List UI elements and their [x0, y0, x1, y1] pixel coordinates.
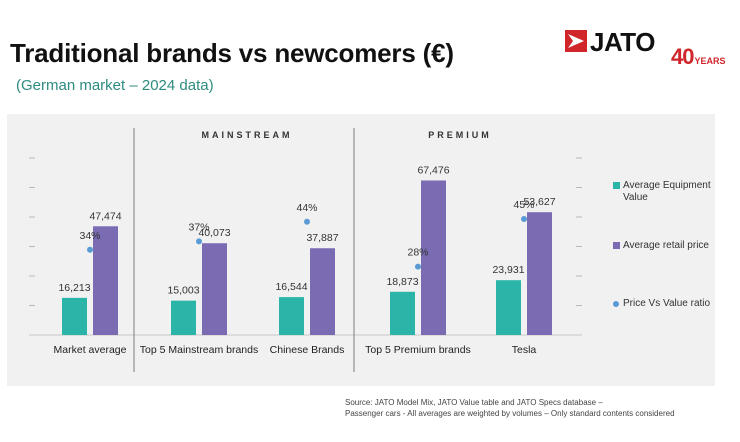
- data-label-equipment-value: 15,003: [167, 285, 199, 297]
- jato-logo-icon: [565, 30, 587, 52]
- category-label: Top 5 Mainstream brands: [140, 344, 258, 356]
- data-label-equipment-value: 18,873: [386, 276, 418, 288]
- legend-label-price-value-ratio: Price Vs Value ratio: [623, 298, 711, 309]
- jato-logo-text: JATO: [590, 27, 655, 57]
- category-label: Tesla: [512, 344, 537, 356]
- point-price-value-ratio: [304, 218, 310, 225]
- bar-equipment-value: [62, 297, 87, 335]
- data-label-retail-price: 40,073: [198, 227, 230, 239]
- data-label-price-value-ratio: 34%: [79, 230, 100, 242]
- data-label-equipment-value: 16,213: [58, 282, 90, 294]
- legend-label-retail-price: Average retail price: [623, 240, 709, 251]
- data-label-price-value-ratio: 44%: [296, 202, 317, 214]
- point-price-value-ratio: [415, 263, 421, 270]
- bar-retail-price: [527, 212, 552, 335]
- point-price-value-ratio: [521, 216, 527, 222]
- jato-logo: JATO 40YEARS: [565, 27, 726, 70]
- jato-anniversary-badge: 40YEARS: [671, 44, 726, 70]
- data-label-equipment-value: 23,931: [492, 264, 524, 276]
- chart-canvas: MAINSTREAM PREMIUM 16,213 47,474 34% Market a…: [29, 128, 582, 372]
- source-line-2: Passenger cars - All averages are weight…: [345, 409, 675, 418]
- bar-equipment-value: [496, 280, 521, 335]
- bar-equipment-value: [390, 291, 415, 335]
- point-price-value-ratio: [196, 238, 202, 245]
- legend-swatch-retail-price: [613, 242, 620, 249]
- bar-retail-price: [310, 248, 335, 335]
- legend-label-equipment-value: Average Equipment Value: [623, 180, 711, 203]
- bar-equipment-value: [279, 297, 304, 335]
- chart-title: Traditional brands vs newcomers (€): [10, 38, 454, 68]
- group-heading-premium: PREMIUM: [428, 130, 492, 140]
- point-price-value-ratio: [87, 246, 93, 253]
- data-label-retail-price: 47,474: [89, 210, 121, 222]
- chart-subtitle: (German market – 2024 data): [16, 77, 214, 94]
- bar-equipment-value: [171, 300, 196, 335]
- data-label-price-value-ratio: 28%: [407, 247, 428, 259]
- bar-retail-price: [202, 243, 227, 335]
- category-label: Market average: [54, 344, 127, 356]
- bar-retail-price: [93, 226, 118, 335]
- data-label-equipment-value: 16,544: [275, 281, 307, 293]
- data-label-price-value-ratio: 37%: [188, 221, 209, 233]
- group-heading-mainstream: MAINSTREAM: [202, 130, 293, 140]
- data-label-retail-price: 67,476: [417, 164, 449, 176]
- source-line-1: Source: JATO Model Mix, JATO Value table…: [345, 398, 603, 407]
- bar-retail-price: [421, 180, 446, 335]
- legend-swatch-equipment-value: [613, 182, 620, 189]
- anniversary-label: YEARS: [694, 56, 726, 66]
- chart-panel: MAINSTREAM PREMIUM 16,213 47,474 34% Market a…: [7, 114, 715, 386]
- legend-swatch-price-value-ratio: [613, 301, 619, 307]
- source-note: Source: JATO Model Mix, JATO Value table…: [345, 397, 735, 419]
- category-label: Top 5 Premium brands: [365, 344, 471, 356]
- category-label: Chinese Brands: [270, 344, 345, 356]
- data-label-price-value-ratio: 45%: [513, 199, 534, 211]
- data-label-retail-price: 53,627: [523, 196, 555, 208]
- data-label-retail-price: 37,887: [306, 232, 338, 244]
- anniversary-number: 40: [671, 44, 695, 69]
